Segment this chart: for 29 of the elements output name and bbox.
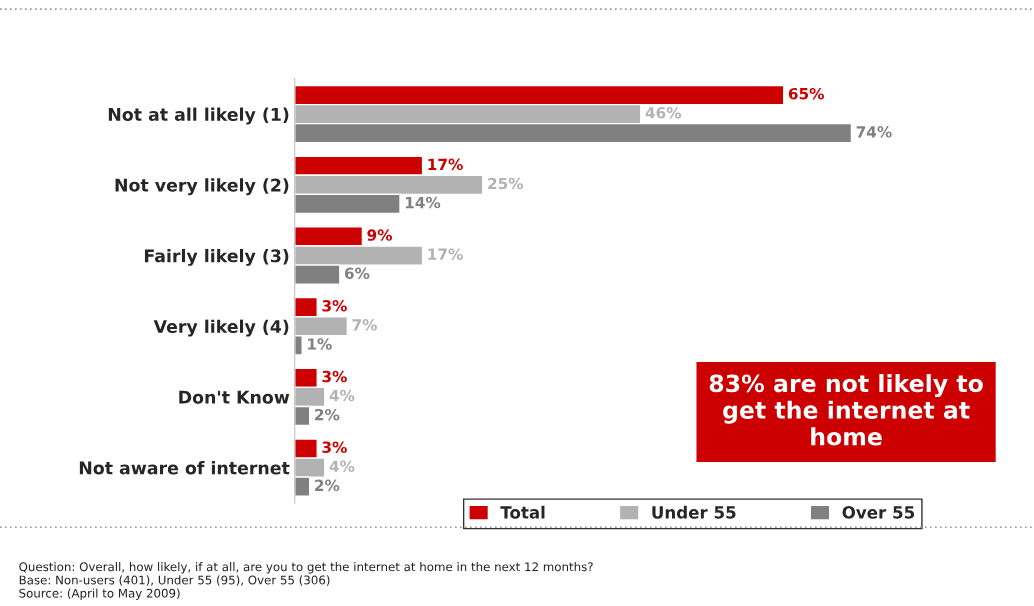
legend-label: Over 55 <box>842 506 915 519</box>
y-tick-label: Don't Know <box>179 390 290 404</box>
data-label: 9% <box>367 229 393 241</box>
data-label: 65% <box>788 87 824 100</box>
data-label: 25% <box>488 177 524 190</box>
data-label: 17% <box>428 158 463 171</box>
data-label: 4% <box>329 460 355 473</box>
data-label: 17% <box>428 248 463 260</box>
text: Question: Overall, how likely, if at all, are you to get the internet at home in the next 12 months? Base: Non-users (401), Under 55 (95), Over 55 (306) Source: (April to May 2009) <box>19 562 593 600</box>
data-label: 1% <box>308 338 332 350</box>
data-label: 7% <box>352 319 377 331</box>
y-tick-label: Not very likely (2) <box>115 178 289 196</box>
data-label: 3% <box>322 441 347 453</box>
legend-label: Under 55 <box>652 505 736 519</box>
annotation: 83% are not likely to get the internet at home <box>709 374 983 446</box>
data-label: 3% <box>322 300 347 312</box>
data-label: 4% <box>329 389 355 402</box>
data-label: 2% <box>315 408 340 421</box>
y-tick-label: Very likely (4) <box>153 319 289 337</box>
data-label: 2% <box>315 479 340 492</box>
y-tick-label: Fairly likely (3) <box>145 248 289 266</box>
data-label: 74% <box>856 126 892 138</box>
data-label: 46% <box>645 107 682 119</box>
data-label: 14% <box>405 196 441 209</box>
legend-label: Total <box>500 505 545 519</box>
y-tick-label: Not at all likely (1) <box>108 107 289 125</box>
data-label: 3% <box>322 370 347 383</box>
data-label: 6% <box>344 267 370 280</box>
y-tick-label: Not aware of internet <box>79 461 290 475</box>
